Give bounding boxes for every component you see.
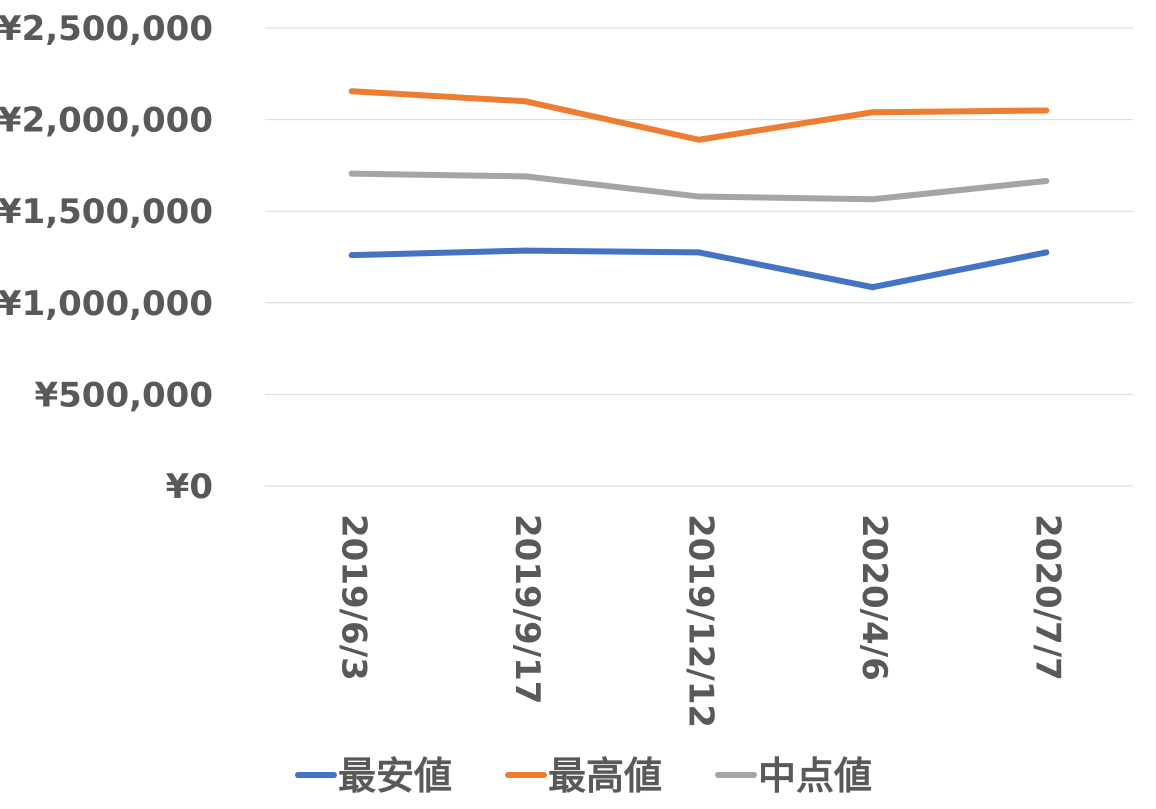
x-tick-label: 2019/12/12: [681, 514, 721, 728]
series-lines: [348, 88, 1050, 291]
data-point: [522, 173, 529, 180]
data-point: [348, 252, 355, 259]
x-tick-label: 2020/7/7: [1028, 514, 1068, 681]
data-point: [696, 136, 702, 143]
y-tick-label: ¥500,000: [34, 375, 213, 415]
gridlines: [265, 27, 1133, 487]
data-point: [522, 247, 529, 254]
legend: 最安値 最高値 中点値: [295, 754, 872, 798]
y-tick-label: ¥0: [166, 467, 213, 507]
y-axis-tick-labels: ¥0 ¥500,000 ¥1,000,000 ¥1,500,000 ¥2,000,000…: [0, 9, 213, 507]
data-point: [1043, 107, 1050, 114]
y-tick-label: ¥2,000,000: [0, 101, 213, 141]
data-point: [348, 88, 355, 95]
data-point: [522, 98, 529, 105]
x-axis-tick-labels: 2019/6/3 2019/9/17 2019/12/12 2020/4/6 2020/…: [333, 514, 1067, 728]
data-point: [696, 193, 702, 200]
x-tick-label: 2019/9/17: [507, 514, 547, 704]
data-point: [869, 109, 876, 116]
x-tick-label: 2020/4/6: [854, 514, 894, 681]
data-point: [1043, 177, 1050, 184]
series-line: [348, 88, 1050, 143]
y-tick-label: ¥2,500,000: [0, 9, 213, 49]
legend-label: 中点値: [758, 754, 872, 798]
data-point: [348, 170, 355, 177]
data-point: [696, 249, 702, 256]
x-tick-label: 2019/6/3: [333, 514, 373, 681]
y-tick-label: ¥1,500,000: [0, 192, 213, 232]
y-tick-label: ¥1,000,000: [0, 284, 213, 324]
data-point: [869, 284, 876, 291]
data-point: [869, 196, 876, 203]
series-line: [348, 247, 1050, 291]
data-point: [1043, 249, 1050, 256]
legend-label: 最安値: [338, 754, 452, 798]
legend-label: 最高値: [548, 754, 662, 798]
